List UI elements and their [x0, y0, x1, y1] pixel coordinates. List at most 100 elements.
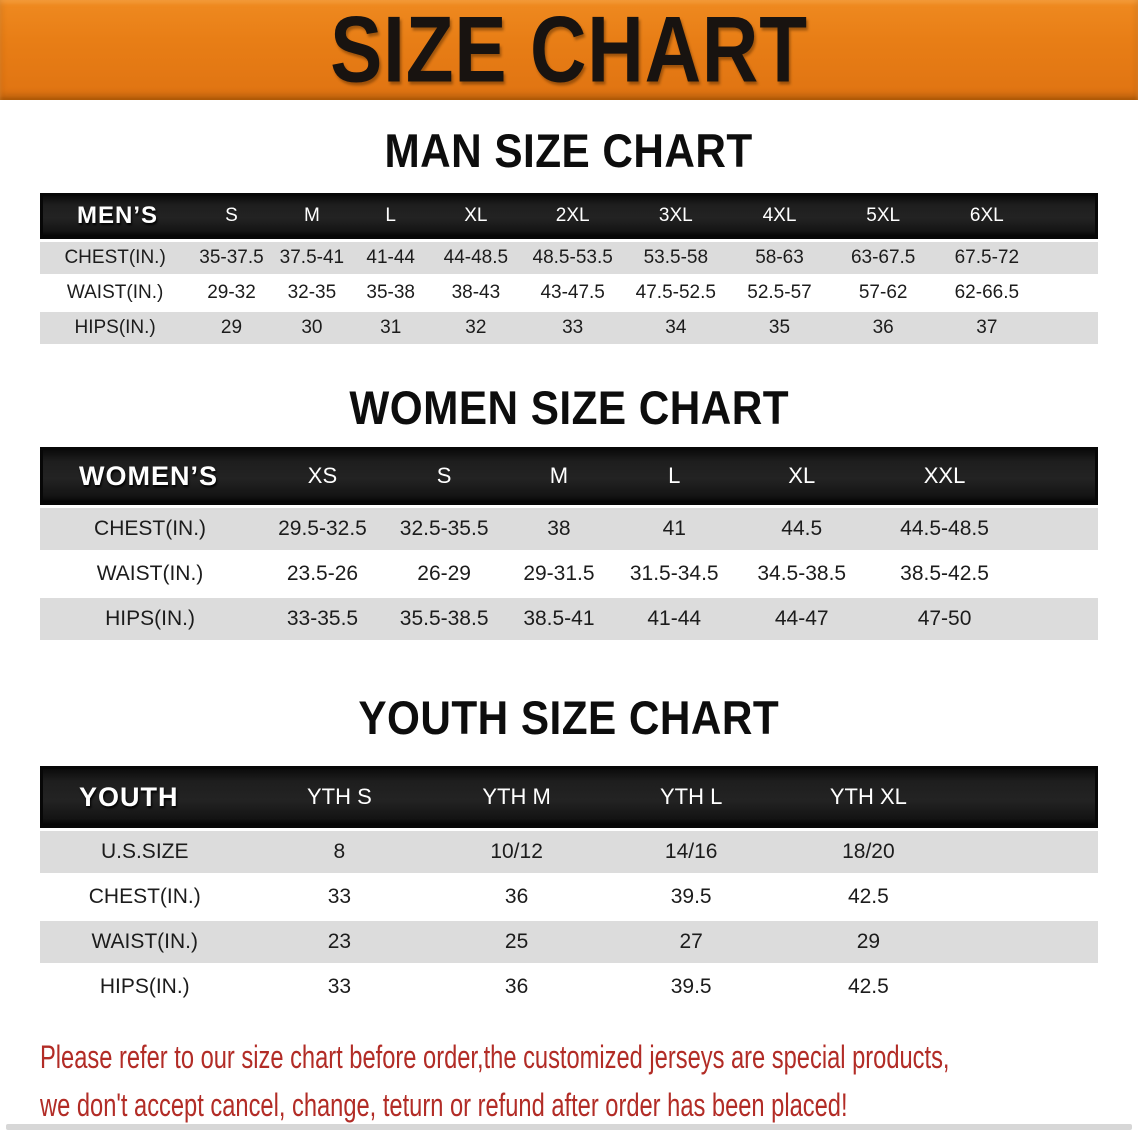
spacer-cell	[958, 876, 1098, 918]
size-value-cell: 36	[429, 966, 604, 1008]
size-value-cell: 18/20	[778, 831, 959, 873]
youth-row-ussize: U.S.SIZE 8 10/12 14/16 18/20	[40, 831, 1098, 873]
size-col-header: YTH M	[429, 766, 604, 828]
size-value-cell: 48.5-53.5	[521, 242, 624, 274]
size-value-cell: 44.5	[734, 508, 870, 550]
size-value-cell: 58-63	[727, 242, 832, 274]
size-col-header: L	[614, 447, 735, 505]
youth-section-heading: YOUTH SIZE CHART	[0, 693, 1138, 743]
row-label: WAIST(IN.)	[40, 277, 191, 309]
size-value-cell: 29	[778, 921, 959, 963]
spacer-cell	[1038, 193, 1098, 239]
spacer-cell	[1038, 242, 1098, 274]
men-table-label: MEN’S	[40, 193, 191, 239]
size-value-cell: 34	[623, 312, 728, 344]
size-value-cell: 44-47	[734, 598, 870, 640]
size-value-cell: 37.5-41	[272, 242, 352, 274]
size-value-cell: 33-35.5	[260, 598, 385, 640]
spacer-cell	[958, 831, 1098, 873]
size-value-cell: 53.5-58	[623, 242, 728, 274]
size-value-cell: 35	[727, 312, 832, 344]
size-value-cell: 30	[272, 312, 352, 344]
size-value-cell: 14/16	[603, 831, 779, 873]
size-value-cell: 38.5-42.5	[869, 553, 1020, 595]
size-value-cell: 26-29	[384, 553, 504, 595]
women-row-waist: WAIST(IN.) 23.5-26 26-29 29-31.5 31.5-34…	[40, 553, 1098, 595]
size-value-cell: 32.5-35.5	[384, 508, 504, 550]
size-value-cell: 33	[249, 876, 430, 918]
size-value-cell: 31.5-34.5	[614, 553, 735, 595]
women-section-heading: WOMEN SIZE CHART	[0, 383, 1138, 433]
women-row-hips: HIPS(IN.) 33-35.5 35.5-38.5 38.5-41 41-4…	[40, 598, 1098, 640]
size-value-cell: 32	[430, 312, 522, 344]
size-col-header: 6XL	[935, 193, 1039, 239]
size-value-cell: 29-31.5	[503, 553, 615, 595]
size-col-header: XXL	[869, 447, 1020, 505]
size-value-cell: 38	[503, 508, 615, 550]
size-value-cell: 41-44	[351, 242, 431, 274]
size-value-cell: 35.5-38.5	[384, 598, 504, 640]
size-value-cell: 34.5-38.5	[734, 553, 870, 595]
size-chart-banner: SIZE CHART	[0, 0, 1138, 100]
row-label: WAIST(IN.)	[40, 553, 261, 595]
men-heading-text: MAN SIZE CHART	[384, 124, 754, 177]
youth-row-waist: WAIST(IN.) 23 25 27 29	[40, 921, 1098, 963]
disclaimer-line-1: Please refer to our size chart before or…	[40, 1039, 950, 1075]
spacer-cell	[958, 766, 1098, 828]
size-value-cell: 42.5	[778, 966, 959, 1008]
spacer-cell	[1038, 312, 1098, 344]
men-size-table: MEN’S S M L XL 2XL 3XL 4XL 5XL 6XL CHEST…	[40, 190, 1098, 347]
size-value-cell: 35-38	[351, 277, 431, 309]
women-table-label: WOMEN’S	[40, 447, 261, 505]
size-value-cell: 37	[935, 312, 1039, 344]
spacer-cell	[958, 966, 1098, 1008]
size-value-cell: 29-32	[190, 277, 273, 309]
size-col-header: 2XL	[521, 193, 624, 239]
size-value-cell: 39.5	[603, 876, 779, 918]
size-value-cell: 52.5-57	[727, 277, 832, 309]
spacer-cell	[1038, 277, 1098, 309]
size-col-header: XL	[430, 193, 522, 239]
spacer-cell	[1019, 553, 1098, 595]
size-value-cell: 43-47.5	[521, 277, 624, 309]
size-value-cell: 10/12	[429, 831, 604, 873]
size-value-cell: 62-66.5	[935, 277, 1039, 309]
size-value-cell: 47-50	[869, 598, 1020, 640]
size-col-header: 3XL	[623, 193, 728, 239]
women-header-row: WOMEN’S XS S M L XL XXL	[40, 447, 1098, 505]
youth-table-label: YOUTH	[40, 766, 250, 828]
row-label: WAIST(IN.)	[40, 921, 250, 963]
men-row-chest: CHEST(IN.) 35-37.5 37.5-41 41-44 44-48.5…	[40, 242, 1098, 274]
size-value-cell: 25	[429, 921, 604, 963]
disclaimer-text: Please refer to our size chart before or…	[40, 1033, 1138, 1129]
women-heading-text: WOMEN SIZE CHART	[349, 381, 789, 434]
size-value-cell: 32-35	[272, 277, 352, 309]
men-section-heading: MAN SIZE CHART	[0, 126, 1138, 176]
size-col-header: L	[351, 193, 431, 239]
youth-size-table: YOUTH YTH S YTH M YTH L YTH XL U.S.SIZE …	[40, 763, 1098, 1011]
size-col-header: 4XL	[727, 193, 832, 239]
youth-heading-text: YOUTH SIZE CHART	[358, 691, 780, 744]
size-value-cell: 42.5	[778, 876, 959, 918]
size-col-header: YTH XL	[778, 766, 959, 828]
size-value-cell: 33	[521, 312, 624, 344]
size-value-cell: 41	[614, 508, 735, 550]
size-value-cell: 57-62	[831, 277, 935, 309]
size-col-header: YTH L	[603, 766, 779, 828]
size-col-header: YTH S	[249, 766, 430, 828]
row-label: HIPS(IN.)	[40, 966, 250, 1008]
size-value-cell: 36	[429, 876, 604, 918]
row-label: HIPS(IN.)	[40, 312, 191, 344]
spacer-cell	[1019, 447, 1098, 505]
row-label: CHEST(IN.)	[40, 876, 250, 918]
size-col-header: S	[384, 447, 504, 505]
size-value-cell: 33	[249, 966, 430, 1008]
size-value-cell: 41-44	[614, 598, 735, 640]
size-value-cell: 47.5-52.5	[623, 277, 728, 309]
size-col-header: XL	[734, 447, 870, 505]
size-value-cell: 29.5-32.5	[260, 508, 385, 550]
youth-row-chest: CHEST(IN.) 33 36 39.5 42.5	[40, 876, 1098, 918]
spacer-cell	[1019, 598, 1098, 640]
size-value-cell: 23.5-26	[260, 553, 385, 595]
row-label: U.S.SIZE	[40, 831, 250, 873]
